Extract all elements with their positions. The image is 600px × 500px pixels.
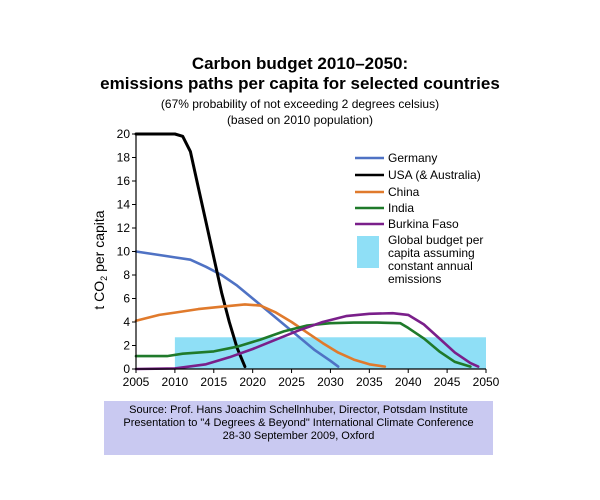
- x-tick-label: 2010: [162, 375, 189, 389]
- legend-label-0: Germany: [388, 151, 437, 165]
- legend-label-1: USA (& Australia): [388, 168, 481, 182]
- legend-label-3: India: [388, 201, 414, 215]
- x-tick-label: 2045: [434, 375, 461, 389]
- y-tick-label: 20: [117, 127, 131, 141]
- x-tick-label: 2020: [239, 375, 266, 389]
- x-tick-label: 2035: [356, 375, 383, 389]
- chart-title-line2: emissions paths per capita for selected …: [100, 74, 500, 93]
- y-axis-label-prefix: t CO: [91, 280, 107, 310]
- y-tick-label: 18: [117, 151, 131, 165]
- series-line-2: [134, 303, 387, 368]
- x-tick-label: 2025: [278, 375, 305, 389]
- legend-budget-label-line2: capita assuming: [388, 246, 475, 260]
- y-tick-label: 16: [117, 174, 131, 188]
- chart-title-line1: Carbon budget 2010–2050:: [191, 54, 409, 73]
- series-line-1: [134, 132, 247, 369]
- budget-band: [174, 337, 486, 369]
- y-tick-label: 4: [123, 315, 130, 329]
- legend-budget-label-line1: Global budget per: [388, 233, 483, 247]
- y-tick-label: 12: [117, 221, 131, 235]
- y-tick-label: 2: [123, 339, 130, 353]
- chart-subtitle-line2: (based on 2010 population): [226, 113, 374, 127]
- legend-label-4: Burkina Faso: [388, 217, 459, 231]
- y-tick-label: 6: [123, 292, 130, 306]
- legend-swatch-budget: [357, 236, 379, 268]
- source-line3: 28-30 September 2009, Oxford: [222, 430, 375, 442]
- y-tick-label: 10: [117, 245, 131, 259]
- series-line-3: [134, 321, 472, 368]
- y-tick-label: 8: [123, 268, 130, 282]
- y-axis-label: t CO2 per capita: [91, 205, 111, 315]
- y-axis-label-subscript: 2: [99, 275, 109, 281]
- source-line1: Source: Prof. Hans Joachim Schellnhuber,…: [129, 404, 468, 416]
- x-tick-label: 2030: [317, 375, 344, 389]
- x-tick-label: 2005: [123, 375, 150, 389]
- source-box: Source: Prof. Hans Joachim Schellnhuber,…: [104, 401, 493, 455]
- y-tick-label: 14: [117, 198, 131, 212]
- source-line2: Presentation to "4 Degrees & Beyond" Int…: [123, 417, 474, 429]
- legend-budget-label-line4: emissions: [388, 272, 441, 286]
- y-axis-label-suffix: per capita: [91, 210, 107, 276]
- chart-subtitle-line1: (67% probability of not exceeding 2 degr…: [160, 97, 440, 111]
- legend-budget-label-line3: constant annual: [388, 259, 473, 273]
- legend-label-2: China: [388, 185, 420, 199]
- x-tick-label: 2050: [473, 375, 500, 389]
- series-line-0: [134, 250, 340, 368]
- x-tick-label: 2015: [200, 375, 227, 389]
- y-tick-label: 0: [123, 362, 130, 376]
- x-tick-label: 2040: [395, 375, 422, 389]
- series-line-4: [134, 311, 480, 371]
